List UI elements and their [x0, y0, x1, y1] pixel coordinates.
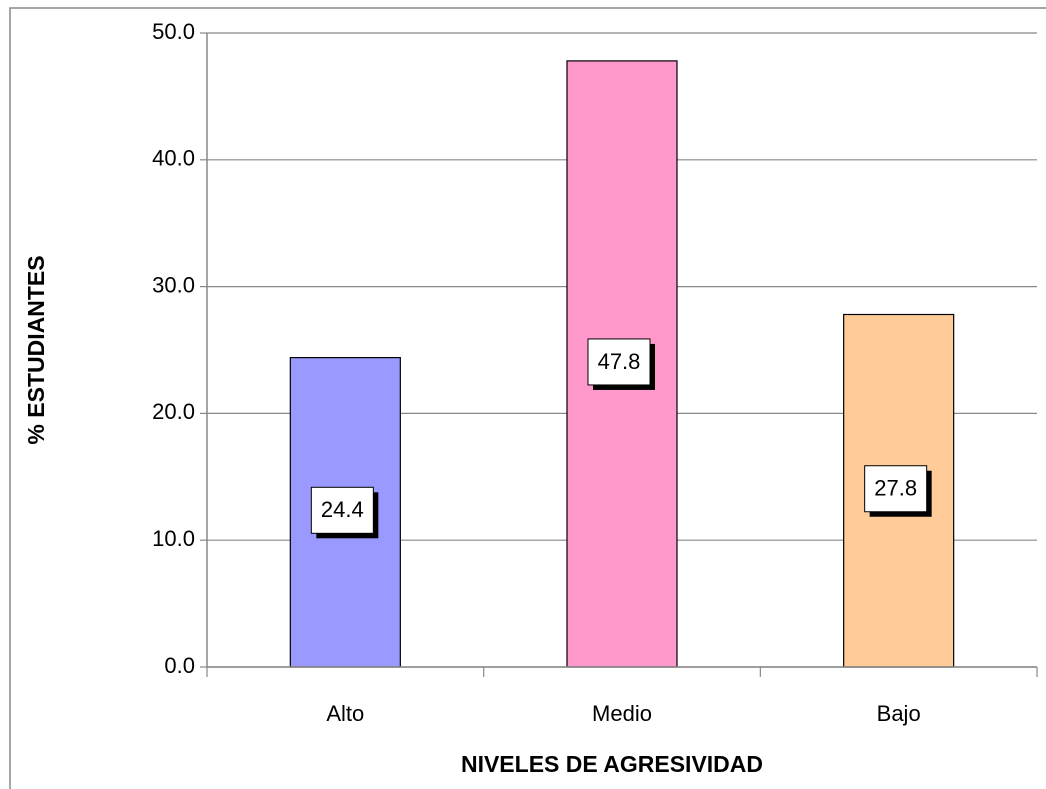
- data-label-box: [864, 465, 928, 513]
- x-tick-label: Bajo: [877, 701, 921, 726]
- y-tick-label: 10.0: [152, 526, 195, 551]
- y-tick-label: 50.0: [152, 19, 195, 44]
- data-label: 27.8: [874, 476, 917, 501]
- x-axis-title: NIVELES DE AGRESIVIDAD: [461, 751, 763, 777]
- bar: [289, 357, 401, 668]
- data-label-box: [310, 486, 374, 534]
- data-label-box: [587, 338, 651, 386]
- y-axis-title: % ESTUDIANTES: [23, 255, 49, 444]
- data-label: 47.8: [598, 349, 641, 374]
- x-tick-label: Alto: [326, 701, 364, 726]
- y-tick-label: 30.0: [152, 272, 195, 297]
- data-label: 24.4: [321, 497, 364, 522]
- y-tick-label: 40.0: [152, 146, 195, 171]
- y-tick-label: 20.0: [152, 399, 195, 424]
- y-tick-label: 0.0: [164, 653, 195, 678]
- x-tick-label: Medio: [592, 701, 652, 726]
